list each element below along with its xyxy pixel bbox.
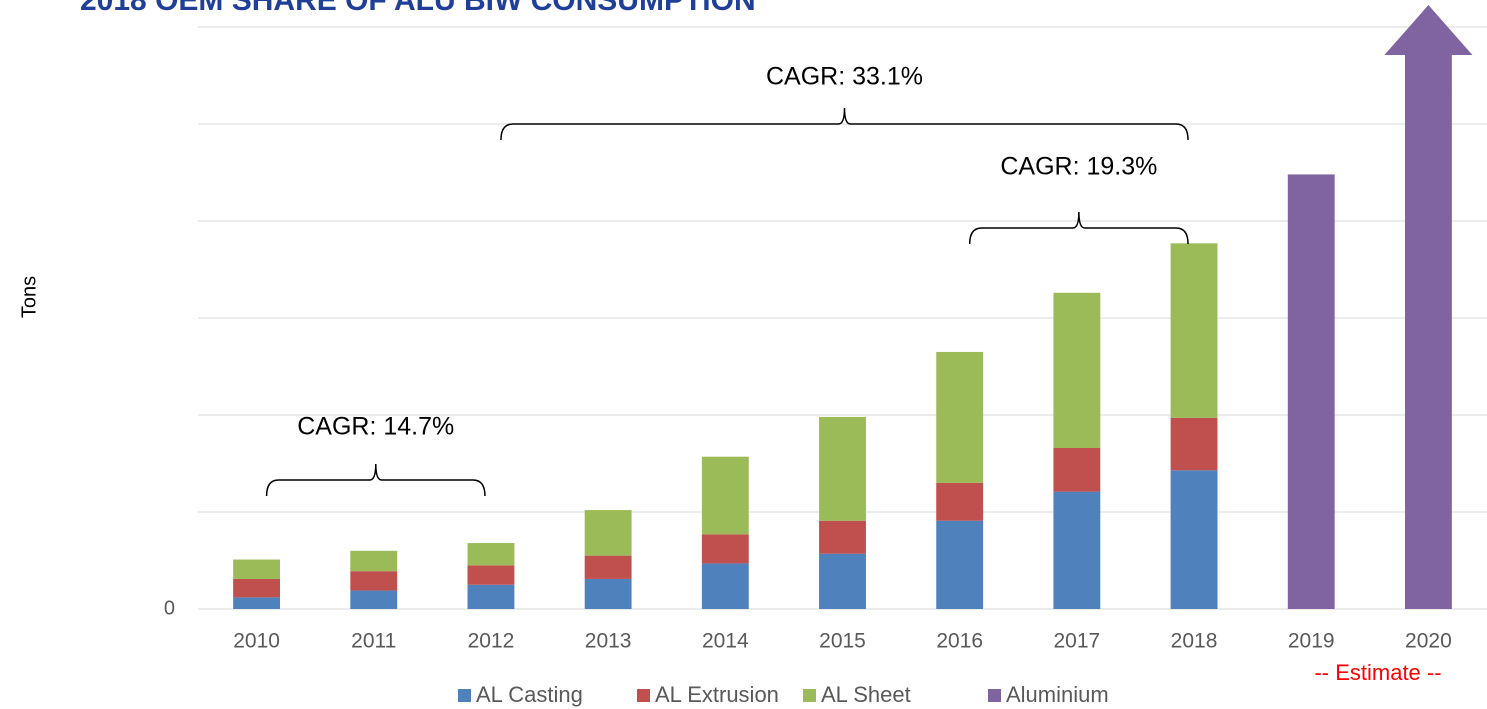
cagr-brace — [968, 211, 1189, 245]
bar-segment — [936, 520, 984, 609]
bar-segment — [819, 416, 866, 521]
bar-segment — [1053, 447, 1101, 492]
legend-swatch — [637, 689, 650, 702]
bar-segment — [701, 534, 749, 564]
legend-label: AL Casting — [476, 682, 583, 707]
estimate-label: -- Estimate -- — [1314, 660, 1441, 685]
bar-segment — [350, 550, 398, 572]
cagr-label: CAGR: 33.1% — [766, 63, 923, 91]
x-tick-label: 2013 — [585, 630, 632, 653]
legend-swatch — [803, 689, 816, 702]
x-tick-label: 2019 — [1288, 630, 1335, 653]
bar-segment — [1404, 91, 1452, 610]
legend-label: AL Extrusion — [655, 682, 779, 707]
bar-segment — [584, 578, 632, 609]
x-tick-label: 2020 — [1405, 630, 1452, 653]
bar-segment — [233, 597, 281, 609]
bar-segment — [1053, 292, 1101, 448]
legend-label: Aluminium — [1006, 682, 1109, 707]
bar-segment — [819, 553, 866, 609]
bar-segment — [819, 520, 866, 554]
legend-swatch — [988, 689, 1001, 702]
cagr-label: CAGR: 19.3% — [1000, 153, 1157, 181]
bar-segment — [467, 565, 515, 585]
bar-segment — [467, 584, 515, 609]
bar-segment — [1170, 470, 1218, 609]
x-tick-label: 2011 — [351, 630, 396, 653]
bar-segment — [936, 351, 984, 483]
legend-swatch — [458, 689, 471, 702]
x-tick-label: 2015 — [819, 630, 866, 653]
x-tick-label: 2016 — [936, 630, 983, 653]
x-tick-label: 2017 — [1054, 630, 1101, 653]
bar-segment — [701, 456, 749, 535]
legend-label: AL Sheet — [821, 682, 911, 707]
bar-segment — [1170, 417, 1218, 471]
cagr-brace — [265, 463, 486, 497]
x-tick-label: 2010 — [233, 630, 280, 653]
cagr-brace — [500, 107, 1189, 141]
bar-segment — [350, 590, 398, 609]
bar-segment — [467, 543, 515, 566]
bar-segment — [701, 563, 749, 609]
bar-segment — [1170, 243, 1218, 418]
cagr-label: CAGR: 14.7% — [297, 413, 454, 441]
bar-segment — [584, 510, 632, 556]
bar-segment — [1053, 491, 1101, 609]
x-tick-label: 2018 — [1171, 630, 1218, 653]
bar-segment — [233, 578, 281, 598]
chart-title: 2018 OEM SHARE OF ALU BIW CONSUMPTION — [80, 0, 756, 17]
x-tick-label: 2012 — [468, 630, 515, 653]
bar-segment — [350, 571, 398, 591]
bar-segment — [936, 482, 984, 521]
x-tick-label: 2014 — [702, 630, 749, 653]
bar-segment — [233, 559, 281, 579]
bar-segment — [584, 555, 632, 579]
y-tick-label: 0 — [164, 597, 175, 619]
y-axis-label: Tons — [18, 276, 40, 318]
bar-segment — [1287, 174, 1335, 609]
growth-arrow — [1384, 5, 1473, 93]
